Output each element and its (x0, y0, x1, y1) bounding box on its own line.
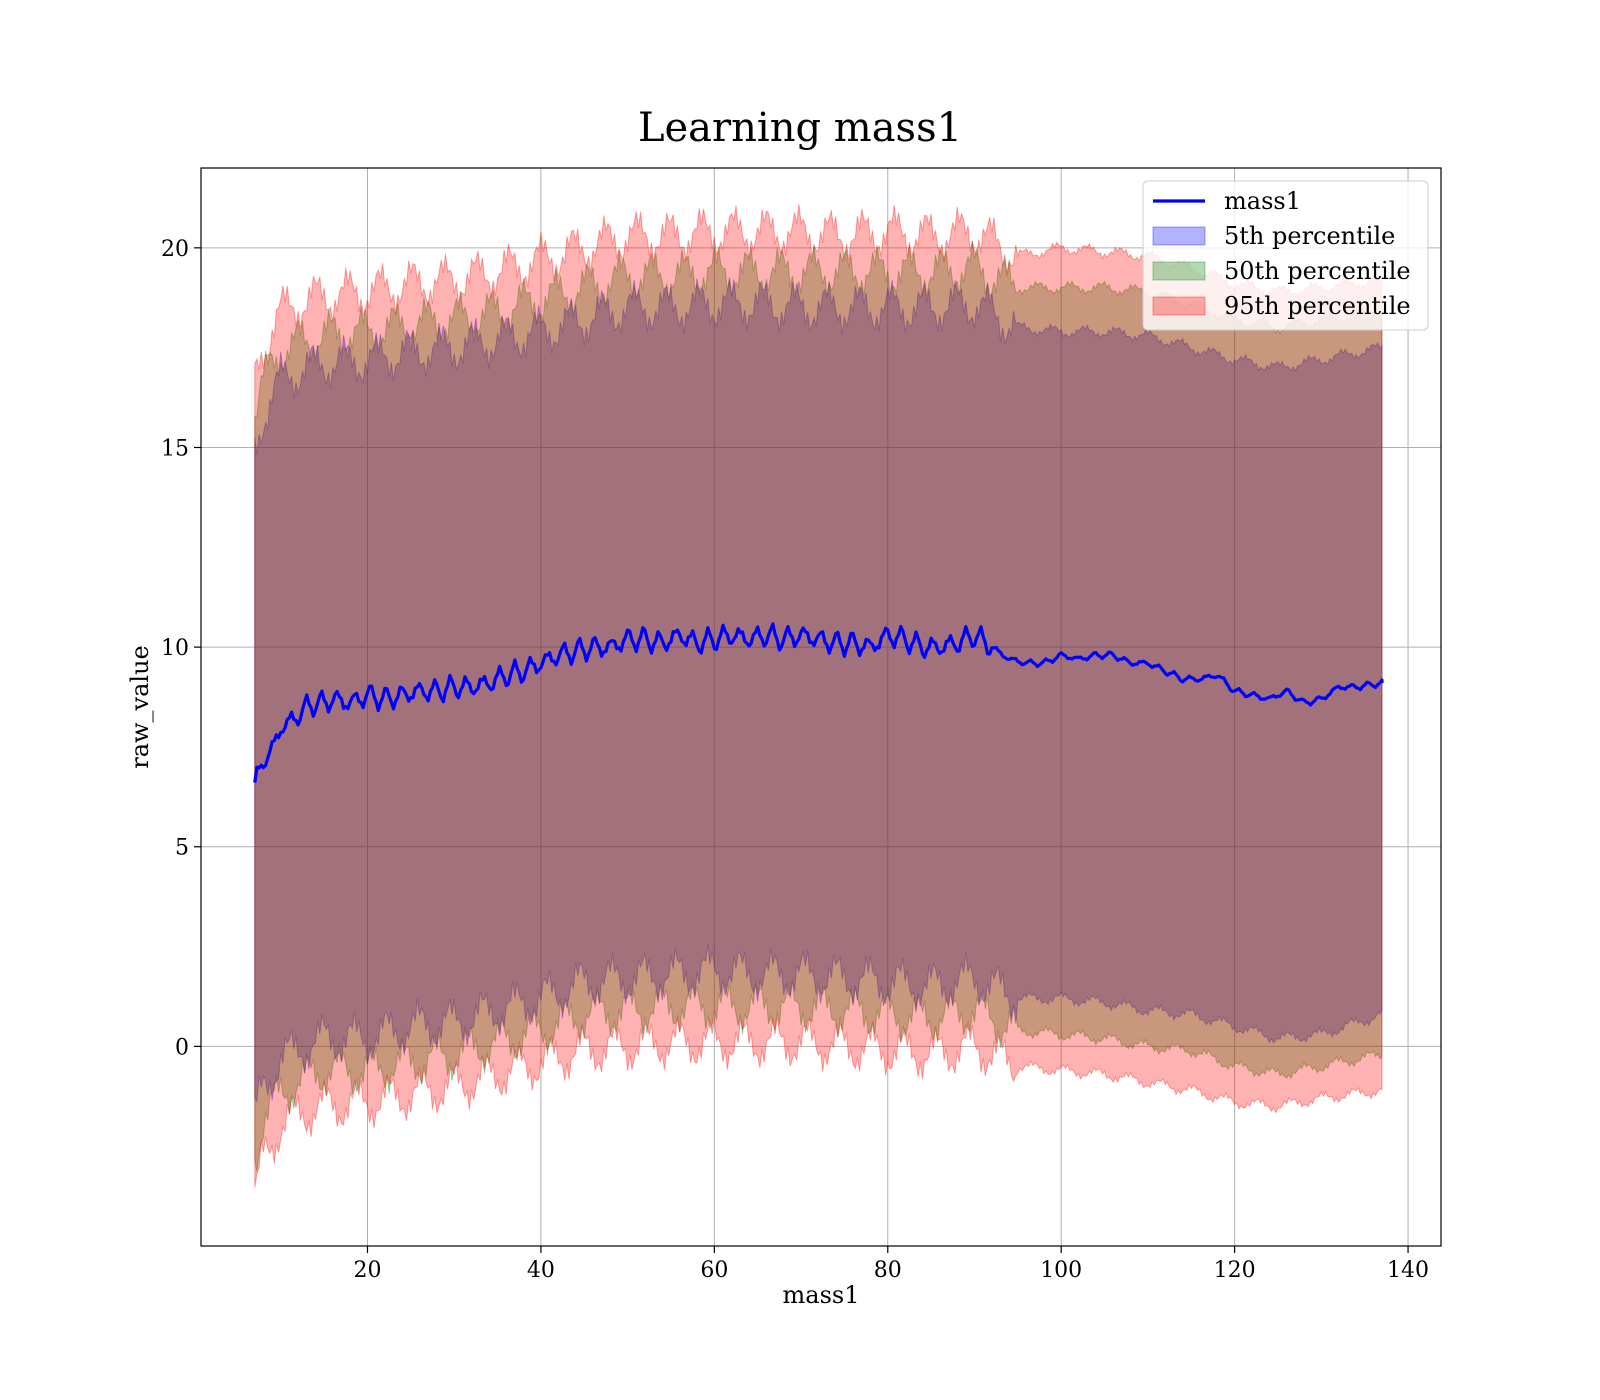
x-axis-title: mass1 (783, 1281, 860, 1309)
legend-box (1142, 180, 1429, 331)
x-tick-label: 20 (353, 1258, 381, 1283)
y-tick-label: 10 (161, 636, 189, 661)
band-95th-percentile (254, 204, 1383, 1188)
legend-label: 50th percentile (1224, 257, 1411, 285)
x-tick-label: 80 (874, 1258, 902, 1283)
mass1-line-layer (253, 622, 1384, 783)
y-tick-label: 15 (161, 436, 189, 461)
legend-label: 95th percentile (1224, 292, 1411, 320)
legend: mass1 5th percentile 50th percentile 95th p… (1142, 180, 1429, 331)
legend-label: 5th percentile (1224, 222, 1395, 250)
x-tick-label: 120 (1214, 1258, 1256, 1283)
y-tick-label: 20 (161, 237, 189, 262)
x-axis: 20 40 60 80 100 120 140 (353, 1246, 1429, 1283)
legend-swatch-50th-percentile (1152, 261, 1206, 281)
band-50th-percentile (254, 240, 1383, 1172)
plot-area (200, 167, 1442, 1247)
x-tick-label: 60 (700, 1258, 728, 1283)
percentile-bands (254, 204, 1383, 1188)
grid (201, 168, 1441, 1246)
legend-label: mass1 (1224, 187, 1301, 215)
band-5th-percentile (254, 278, 1383, 1103)
x-tick-label: 100 (1040, 1258, 1082, 1283)
y-tick-label: 5 (175, 836, 189, 861)
x-tick-label: 140 (1387, 1258, 1429, 1283)
x-tick-label: 40 (527, 1258, 555, 1283)
chart-title: Learning mass1 (638, 105, 962, 151)
plot-frame (200, 167, 1442, 1247)
y-tick-label: 0 (175, 1035, 189, 1060)
y-axis-title: raw_value (126, 645, 154, 769)
legend-swatch-5th-percentile (1152, 226, 1206, 246)
legend-swatch-95th-percentile (1152, 296, 1206, 316)
mass1-line (253, 622, 1384, 783)
y-axis: 0 5 10 15 20 (161, 237, 201, 1060)
